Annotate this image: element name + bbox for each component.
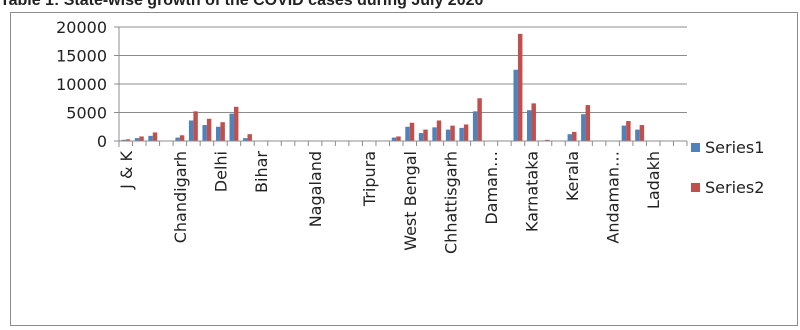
bar-series1 (391, 137, 397, 141)
bar-series2 (463, 124, 469, 141)
bar-series2 (531, 103, 536, 141)
bar-series2 (585, 105, 591, 141)
legend-swatch (691, 143, 700, 152)
bar-series1 (148, 135, 153, 141)
bar-series2 (396, 136, 401, 141)
bar-series2 (545, 139, 550, 141)
bar-series1 (635, 129, 640, 141)
bar-series1 (202, 125, 207, 141)
x-tick-label: Andaman… (604, 151, 623, 244)
bar-series2 (179, 135, 185, 141)
bar-series2 (125, 139, 131, 141)
bar-series1 (567, 134, 573, 141)
bar-series2 (639, 125, 645, 141)
bar-series1 (175, 137, 180, 141)
bar-series2 (193, 111, 198, 141)
bar-series1 (405, 126, 410, 141)
bar-series1 (527, 110, 532, 141)
bar-series2 (139, 136, 144, 141)
bar-series2 (572, 131, 577, 141)
bar-series2 (206, 118, 212, 141)
bar-series1 (188, 120, 194, 141)
y-tick-label: 15000 (56, 47, 107, 66)
x-tick-label: Chandigarh (171, 151, 190, 243)
bar-series2 (436, 120, 442, 141)
x-tick-label: Tripura (360, 151, 379, 207)
y-tick-label: 10000 (56, 75, 107, 94)
x-tick-label: Ladakh (644, 151, 663, 209)
legend-label: Series2 (705, 178, 764, 197)
x-tick-label: Bihar (252, 151, 271, 193)
bar-series1 (432, 127, 437, 141)
bar-series1 (229, 113, 234, 141)
x-tick-label: Kerala (563, 151, 582, 201)
bar-series1 (472, 111, 478, 141)
bar-series1 (215, 126, 221, 141)
axes (114, 26, 688, 147)
x-tick-labels: J & K Chandigarh Delhi Bihar Nagaland Tripura… (117, 150, 663, 253)
bar-series1 (445, 129, 451, 141)
bar-series2 (247, 134, 252, 141)
bar-series2 (423, 129, 428, 141)
bar-series1 (243, 138, 248, 141)
x-tick-label: West Bengal (401, 151, 420, 251)
bar-series2 (477, 98, 482, 141)
y-tick-labels: 0 5000 10000 15000 20000 (56, 18, 107, 151)
x-tick-label: Nagaland (306, 151, 325, 227)
gridlines (119, 26, 687, 113)
x-tick-label: J & K (117, 150, 136, 189)
bar-chart: 0 5000 10000 15000 20000 J & K Chandigarh Delh… (56, 18, 764, 254)
bar-series2 (450, 125, 455, 141)
x-tick-label: Delhi (211, 151, 230, 192)
bar-series1 (418, 133, 424, 141)
y-tick-label: 5000 (66, 104, 107, 123)
y-tick-label: 0 (97, 132, 107, 151)
bars (121, 33, 645, 142)
bar-series1 (134, 138, 140, 141)
x-tick-label: Daman… (482, 151, 501, 225)
chart-frame: 0 5000 10000 15000 20000 J & K Chandigarh Delh… (10, 12, 798, 326)
bar-series1 (621, 125, 627, 141)
bar-series2 (220, 122, 225, 141)
bar-series2 (409, 122, 415, 141)
legend-swatch (691, 183, 700, 192)
bar-series1 (459, 127, 464, 141)
bar-series1 (581, 114, 586, 141)
bar-series2 (152, 132, 158, 141)
y-tick-label: 20000 (56, 18, 107, 37)
legend: Series1 Series2 (691, 138, 764, 197)
chart-title: Table 1: State-wise growth of the COVID … (0, 0, 484, 9)
x-tick-label: Karnataka (523, 151, 542, 232)
bar-series2 (626, 121, 631, 141)
bar-series1 (513, 69, 518, 141)
legend-label: Series1 (705, 138, 764, 157)
bar-series2 (517, 33, 523, 142)
bar-series2 (233, 106, 239, 141)
x-tick-label: Chhattisgarh (441, 151, 460, 254)
bar-series1 (121, 139, 126, 141)
